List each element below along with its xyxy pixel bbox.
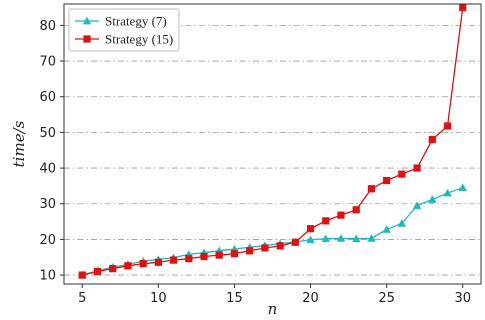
data-point-series-1 — [382, 225, 391, 233]
y-axis-ticks: 10 20 30 40 50 60 70 80 — [39, 19, 64, 284]
data-point-series-1 — [367, 234, 376, 242]
data-point-series-2 — [352, 206, 360, 214]
legend-entries: Strategy (7) Strategy (15) — [75, 14, 173, 47]
legend-swatch-marker — [82, 16, 92, 25]
y-tick-label: 50 — [39, 126, 56, 141]
y-tick-label: 20 — [39, 233, 56, 248]
series-markers — [78, 3, 467, 279]
x-axis-ticks: 5 10 15 20 25 30 — [78, 284, 471, 306]
data-point-series-1 — [352, 234, 361, 243]
data-point-series-1 — [428, 195, 437, 203]
data-point-series-2 — [78, 271, 86, 279]
y-tick-label: 80 — [39, 19, 56, 34]
data-point-series-2 — [124, 262, 132, 270]
legend: Strategy (7) Strategy (15) — [68, 8, 180, 52]
data-point-series-2 — [322, 217, 330, 225]
x-tick-label: 25 — [378, 291, 395, 306]
data-point-series-2 — [367, 185, 376, 193]
data-point-series-1 — [306, 235, 315, 244]
data-point-series-2 — [428, 135, 436, 144]
data-point-series-1 — [336, 234, 346, 242]
data-point-series-2 — [230, 250, 239, 258]
data-point-series-2 — [383, 176, 391, 185]
data-point-series-2 — [109, 265, 117, 273]
legend-label: Strategy (15) — [105, 32, 173, 47]
data-point-series-2 — [291, 238, 299, 246]
y-tick-label: 60 — [39, 90, 56, 105]
x-tick-label: 15 — [226, 291, 243, 306]
x-tick-label: 20 — [302, 291, 319, 306]
y-axis-label: time/s — [10, 120, 28, 167]
x-tick-label: 5 — [78, 291, 86, 306]
y-tick-label: 10 — [39, 269, 56, 284]
y-tick-label: 70 — [39, 55, 56, 70]
data-point-series-1 — [321, 234, 330, 243]
legend-box — [68, 8, 180, 52]
legend-label: Strategy (7) — [105, 14, 167, 29]
data-point-series-2 — [139, 260, 147, 268]
data-point-series-2 — [459, 3, 467, 12]
data-point-series-1 — [412, 201, 422, 209]
legend-swatch-marker — [83, 35, 91, 43]
data-point-series-1 — [443, 188, 452, 197]
data-point-series-1 — [397, 219, 407, 227]
x-axis-label: n — [268, 300, 278, 318]
x-tick-label: 10 — [150, 291, 167, 306]
y-tick-label: 40 — [39, 162, 56, 177]
data-point-series-2 — [169, 256, 178, 264]
data-point-series-2 — [443, 122, 452, 130]
data-point-series-2 — [337, 211, 345, 219]
data-point-series-2 — [154, 258, 162, 266]
x-tick-label: 30 — [454, 291, 471, 306]
grid-lines — [64, 25, 481, 276]
data-point-series-2 — [276, 242, 284, 250]
data-point-series-2 — [93, 267, 102, 276]
data-point-series-2 — [398, 170, 406, 178]
data-point-series-2 — [261, 244, 269, 252]
plot-frame — [63, 3, 482, 285]
data-point-series-2 — [185, 255, 193, 263]
data-point-series-1 — [458, 183, 467, 192]
data-point-series-2 — [215, 251, 223, 259]
y-tick-label: 30 — [39, 197, 56, 212]
data-point-series-2 — [200, 252, 208, 261]
series-line-1 — [82, 187, 463, 276]
data-point-series-2 — [413, 164, 421, 172]
data-point-series-2 — [246, 247, 254, 255]
data-point-series-2 — [306, 225, 315, 233]
